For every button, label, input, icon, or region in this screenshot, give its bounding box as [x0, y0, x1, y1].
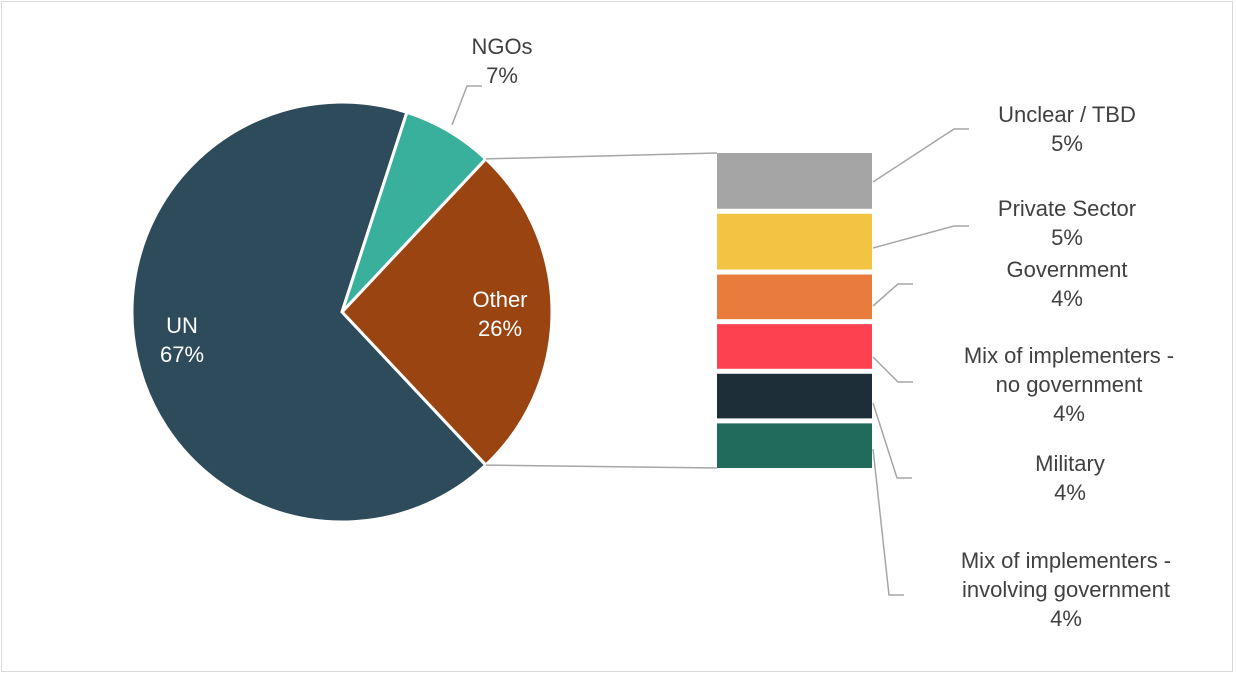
- pie-slice-other: [339, 156, 554, 468]
- bar-segment-government: [717, 274, 872, 320]
- bar-label-private-line: 5%: [1051, 225, 1083, 250]
- bar-label-mix_no_gov-line: 4%: [1053, 401, 1085, 426]
- bar-label-mix_gov-line: involving government: [962, 577, 1170, 602]
- pie-label-ngos-line: 7%: [486, 63, 518, 88]
- bar-segment-mix_gov: [717, 423, 872, 468]
- pie-label-ngos: NGOs 7%: [471, 34, 532, 88]
- bar-label-unclear-line: Unclear / TBD: [998, 102, 1136, 127]
- connector-line-top: [485, 152, 718, 160]
- pie-slice-ngos: [340, 110, 488, 314]
- bar-leader-unclear: [872, 128, 969, 183]
- connector-line-bottom: [485, 464, 718, 469]
- bar-segment-mix_no_gov: [717, 324, 872, 369]
- bar-label-unclear: Unclear / TBD 5%: [998, 102, 1136, 156]
- bar-leader-military: [872, 402, 912, 479]
- bar-segment-private: [717, 213, 872, 270]
- bar-label-government-line: 4%: [1051, 286, 1083, 311]
- pie-label-un-line: 67%: [160, 342, 204, 367]
- bar-label-mix_no_gov-line: Mix of implementers -: [964, 343, 1174, 368]
- pie-label-other-line: Other: [472, 287, 527, 312]
- bar-label-mix_gov: Mix of implementers - involving governmen…: [961, 548, 1171, 631]
- bar-label-military-line: 4%: [1054, 480, 1086, 505]
- pie-label-other-line: 26%: [478, 316, 522, 341]
- bar-label-private: Private Sector 5%: [998, 196, 1136, 250]
- pie-label-un: UN 67%: [160, 313, 204, 367]
- bar-label-government: Government 4%: [1006, 257, 1127, 311]
- ngos-leader-line: [451, 85, 482, 126]
- bar-segment-military: [717, 373, 872, 419]
- bar-label-military: Military 4%: [1035, 451, 1105, 505]
- bar-label-mix_no_gov-line: no government: [996, 372, 1143, 397]
- pie-label-un-line: UN: [166, 313, 198, 338]
- pie-slice-un: [130, 100, 488, 524]
- bar-label-private-line: Private Sector: [998, 196, 1136, 221]
- bar-label-mix_gov-line: 4%: [1050, 606, 1082, 631]
- bar-label-unclear-line: 5%: [1051, 131, 1083, 156]
- pie-label-ngos-line: NGOs: [471, 34, 532, 59]
- bar-leader-government: [872, 283, 913, 307]
- bar-label-military-line: Military: [1035, 451, 1105, 476]
- bar-leader-mix_gov: [872, 448, 904, 596]
- bar-label-government-line: Government: [1006, 257, 1127, 282]
- bar-label-mix_gov-line: Mix of implementers -: [961, 548, 1171, 573]
- bar-leader-private: [872, 225, 969, 249]
- bar-segment-unclear: [717, 153, 872, 209]
- pie-label-other: Other 26%: [472, 287, 527, 341]
- bar-label-mix_no_gov: Mix of implementers - no government 4%: [964, 343, 1174, 426]
- bar-leader-mix_no_gov: [872, 356, 913, 383]
